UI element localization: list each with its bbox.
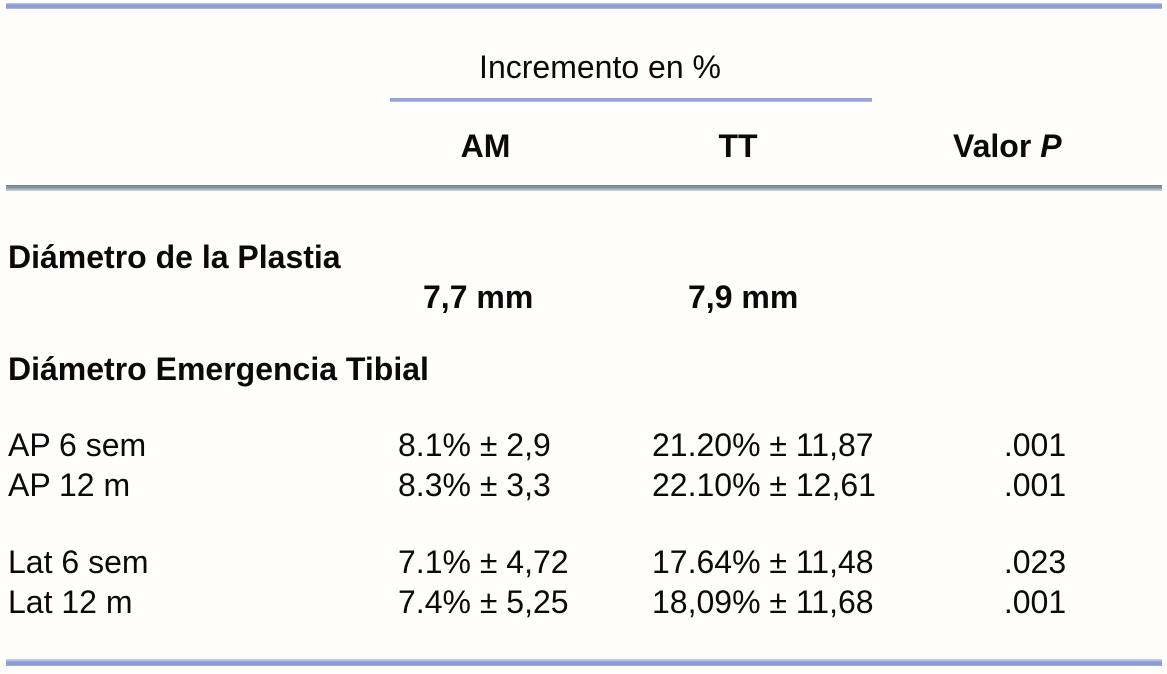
row-p-value: .001	[1003, 467, 1067, 503]
row-p-value: .001	[1003, 427, 1067, 463]
row-p-value: .001	[1003, 584, 1067, 620]
section-label-plastia: Diámetro de la Plastia	[8, 239, 341, 275]
row-label: Lat 12 m	[8, 584, 133, 620]
valor-label: Valor	[953, 128, 1032, 164]
table-bottom-border	[6, 659, 1162, 666]
row-am-value: 7.1% ± 4,72	[398, 544, 569, 580]
row-am-value: 7.4% ± 5,25	[398, 584, 569, 620]
row-p-value: .023	[1003, 544, 1067, 580]
row-label: Lat 6 sem	[8, 544, 149, 580]
column-group-header: Incremento en %	[479, 49, 721, 85]
row-tt-value: 22.10% ± 12,61	[652, 467, 876, 503]
row-tt-value: 18,09% ± 11,68	[652, 584, 874, 620]
column-header-tt: TT	[718, 128, 758, 164]
row-label: AP 12 m	[8, 467, 131, 503]
plastia-am-value: 7,7 mm	[423, 279, 534, 315]
column-group-underline	[390, 98, 872, 102]
row-tt-value: 21.20% ± 11,87	[652, 427, 874, 463]
row-tt-value: 17.64% ± 11,48	[652, 544, 874, 580]
table-top-border	[6, 3, 1162, 9]
row-am-value: 8.3% ± 3,3	[398, 467, 551, 503]
plastia-tt-value: 7,9 mm	[688, 279, 799, 315]
row-label: AP 6 sem	[8, 427, 147, 463]
section-label-tibial: Diámetro Emergencia Tibial	[8, 351, 429, 387]
p-symbol: P	[1040, 128, 1062, 164]
row-am-value: 8.1% ± 2,9	[398, 427, 551, 463]
column-header-valor-p: Valor P	[953, 127, 1062, 165]
column-header-am: AM	[460, 128, 511, 164]
header-divider-line	[6, 185, 1162, 191]
